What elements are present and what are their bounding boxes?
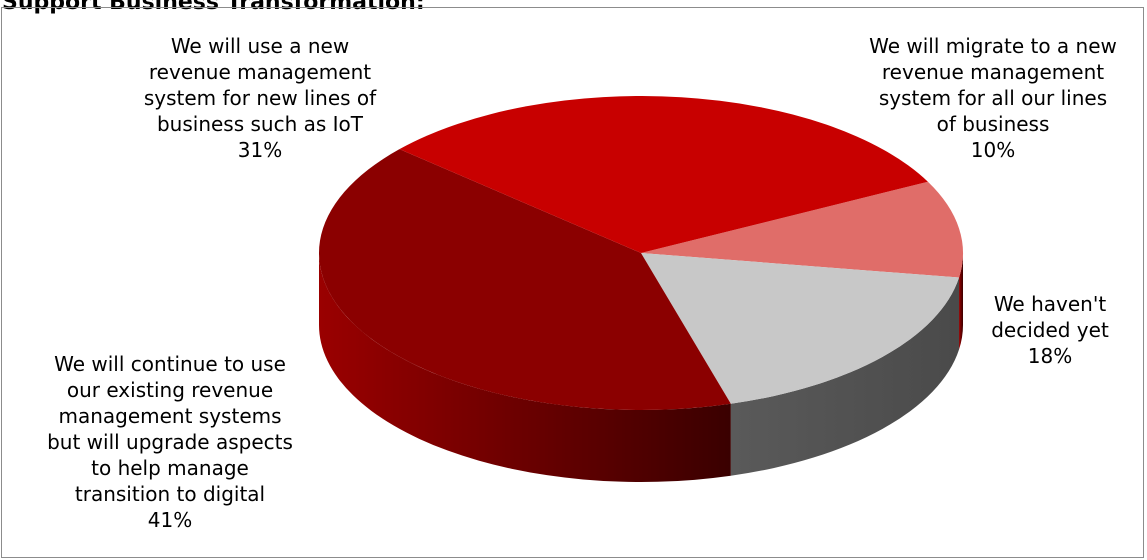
slice-undecided-side: [730, 277, 960, 476]
slice-migrate-side: [959, 253, 963, 350]
slice-continue: [319, 149, 731, 410]
slice-label-undecided: We haven't decided yet 18%: [980, 291, 1120, 369]
slice-value-continue: 41%: [147, 508, 193, 532]
slice-value-undecided: 18%: [1027, 344, 1073, 368]
slice-new-system: [399, 96, 928, 253]
slice-value-migrate: 10%: [970, 138, 1016, 162]
slice-label-new-system: We will use a new revenue management sys…: [110, 33, 410, 163]
slice-label-migrate: We will migrate to a new revenue managem…: [838, 33, 1147, 163]
slice-continue-side: [319, 253, 731, 482]
slice-migrate: [641, 181, 963, 278]
slice-value-new-system: 31%: [237, 138, 283, 162]
slice-undecided: [641, 253, 960, 404]
chart-frame: [1, 7, 1144, 558]
slice-label-continue: We will continue to use our existing rev…: [10, 351, 330, 533]
